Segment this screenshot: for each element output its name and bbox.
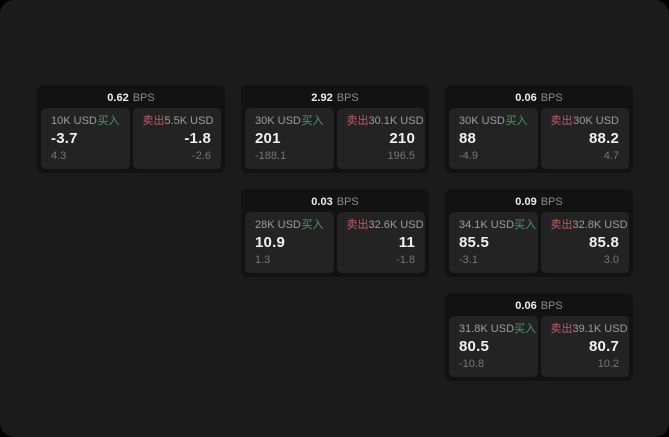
buy-price: 88 xyxy=(459,129,477,147)
buy-sell-panels: 30K USD 买入 201 -188.1 卖出 30.1K USD 210 1… xyxy=(245,108,425,169)
card-header: 0.06 BPS xyxy=(449,90,629,106)
bps-value: 0.62 xyxy=(107,92,129,104)
buy-price: 201 xyxy=(255,129,281,147)
sell-delta: -2.6 xyxy=(192,150,211,162)
quote-card[interactable]: 0.62 BPS 10K USD 买入 -3.7 4.3 卖出 5.5K USD xyxy=(37,85,225,173)
sell-price: 85.8 xyxy=(589,233,619,251)
bps-unit: BPS xyxy=(540,196,563,208)
buy-panel[interactable]: 10K USD 买入 -3.7 4.3 xyxy=(41,108,130,169)
sell-amount: 30K USD xyxy=(573,115,619,127)
sell-amount: 30.1K USD xyxy=(368,115,424,127)
sell-delta: 3.0 xyxy=(603,254,619,266)
buy-panel[interactable]: 31.8K USD 买入 80.5 -10.8 xyxy=(449,316,538,377)
card-header: 0.09 BPS xyxy=(449,194,629,210)
buy-delta: -10.8 xyxy=(459,358,485,370)
buy-amount: 30K USD xyxy=(255,115,301,127)
bps-unit: BPS xyxy=(540,300,563,312)
buy-label: 买入 xyxy=(301,115,324,127)
quote-card[interactable]: 0.06 BPS 31.8K USD 买入 80.5 -10.8 卖出 39.1… xyxy=(445,293,633,381)
buy-amount: 28K USD xyxy=(255,219,301,231)
bps-unit: BPS xyxy=(336,196,359,208)
bps-value: 0.09 xyxy=(515,196,537,208)
sell-amount: 32.6K USD xyxy=(368,219,424,231)
card-header: 2.92 BPS xyxy=(245,90,425,106)
sell-price: -1.8 xyxy=(184,129,211,147)
bps-value: 0.06 xyxy=(515,92,537,104)
quote-card[interactable]: 0.06 BPS 30K USD 买入 88 -4.9 卖出 30K USD xyxy=(445,85,633,173)
buy-amount: 31.8K USD xyxy=(459,323,515,335)
buy-delta: -4.9 xyxy=(459,150,478,162)
buy-price: 10.9 xyxy=(255,233,285,251)
sell-panel[interactable]: 卖出 32.6K USD 11 -1.8 xyxy=(336,212,425,273)
quote-card[interactable]: 0.03 BPS 28K USD 买入 10.9 1.3 卖出 32.6K US… xyxy=(241,189,429,277)
sell-label: 卖出 xyxy=(550,219,573,231)
buy-delta: 1.3 xyxy=(255,254,271,266)
buy-amount: 34.1K USD xyxy=(459,219,515,231)
buy-label: 买入 xyxy=(514,219,537,231)
card-header: 0.03 BPS xyxy=(245,194,425,210)
buy-panel[interactable]: 34.1K USD 买入 85.5 -3.1 xyxy=(449,212,538,273)
buy-price: 80.5 xyxy=(459,337,489,355)
bps-value: 2.92 xyxy=(311,92,333,104)
sell-panel[interactable]: 卖出 30.1K USD 210 196.5 xyxy=(336,108,425,169)
bps-value: 0.03 xyxy=(311,196,333,208)
buy-label: 买入 xyxy=(514,323,537,335)
bps-value: 0.06 xyxy=(515,300,537,312)
sell-panel[interactable]: 卖出 39.1K USD 80.7 10.2 xyxy=(540,316,629,377)
sell-label: 卖出 xyxy=(142,115,165,127)
sell-amount: 39.1K USD xyxy=(572,323,628,335)
buy-delta: -188.1 xyxy=(255,150,287,162)
buy-delta: 4.3 xyxy=(51,150,67,162)
buy-price: -3.7 xyxy=(51,129,78,147)
buy-price: 85.5 xyxy=(459,233,489,251)
quote-card[interactable]: 0.09 BPS 34.1K USD 买入 85.5 -3.1 卖出 32.8K… xyxy=(445,189,633,277)
sell-amount: 5.5K USD xyxy=(164,115,214,127)
buy-sell-panels: 10K USD 买入 -3.7 4.3 卖出 5.5K USD -1.8 -2.… xyxy=(41,108,221,169)
buy-panel[interactable]: 30K USD 买入 201 -188.1 xyxy=(245,108,334,169)
quote-card[interactable]: 2.92 BPS 30K USD 买入 201 -188.1 卖出 30.1K … xyxy=(241,85,429,173)
buy-sell-panels: 30K USD 买入 88 -4.9 卖出 30K USD 88.2 4.7 xyxy=(449,108,629,169)
sell-delta: -1.8 xyxy=(396,254,415,266)
sell-panel[interactable]: 卖出 5.5K USD -1.8 -2.6 xyxy=(132,108,221,169)
sell-delta: 4.7 xyxy=(603,150,619,162)
buy-amount: 10K USD xyxy=(51,115,97,127)
buy-panel[interactable]: 30K USD 买入 88 -4.9 xyxy=(449,108,538,169)
sell-label: 卖出 xyxy=(346,115,369,127)
sell-label: 卖出 xyxy=(346,219,369,231)
buy-sell-panels: 31.8K USD 买入 80.5 -10.8 卖出 39.1K USD 80.… xyxy=(449,316,629,377)
buy-delta: -3.1 xyxy=(459,254,478,266)
sell-label: 卖出 xyxy=(550,323,573,335)
sell-delta: 196.5 xyxy=(387,150,415,162)
sell-label: 卖出 xyxy=(550,115,573,127)
sell-panel[interactable]: 卖出 32.8K USD 85.8 3.0 xyxy=(540,212,629,273)
sell-price: 80.7 xyxy=(589,337,619,355)
card-header: 0.06 BPS xyxy=(449,298,629,314)
bps-unit: BPS xyxy=(132,92,155,104)
buy-label: 买入 xyxy=(301,219,324,231)
sell-price: 88.2 xyxy=(589,129,619,147)
sell-panel[interactable]: 卖出 30K USD 88.2 4.7 xyxy=(540,108,629,169)
buy-amount: 30K USD xyxy=(459,115,505,127)
sell-price: 210 xyxy=(389,129,415,147)
sell-amount: 32.8K USD xyxy=(572,219,628,231)
buy-label: 买入 xyxy=(97,115,120,127)
buy-sell-panels: 28K USD 买入 10.9 1.3 卖出 32.6K USD 11 -1.8 xyxy=(245,212,425,273)
card-header: 0.62 BPS xyxy=(41,90,221,106)
buy-label: 买入 xyxy=(505,115,528,127)
buy-sell-panels: 34.1K USD 买入 85.5 -3.1 卖出 32.8K USD 85.8… xyxy=(449,212,629,273)
sell-price: 11 xyxy=(398,233,415,251)
sell-delta: 10.2 xyxy=(597,358,619,370)
buy-panel[interactable]: 28K USD 买入 10.9 1.3 xyxy=(245,212,334,273)
quote-card-grid: 0.62 BPS 10K USD 买入 -3.7 4.3 卖出 5.5K USD xyxy=(37,85,633,381)
bps-unit: BPS xyxy=(336,92,359,104)
bps-unit: BPS xyxy=(540,92,563,104)
